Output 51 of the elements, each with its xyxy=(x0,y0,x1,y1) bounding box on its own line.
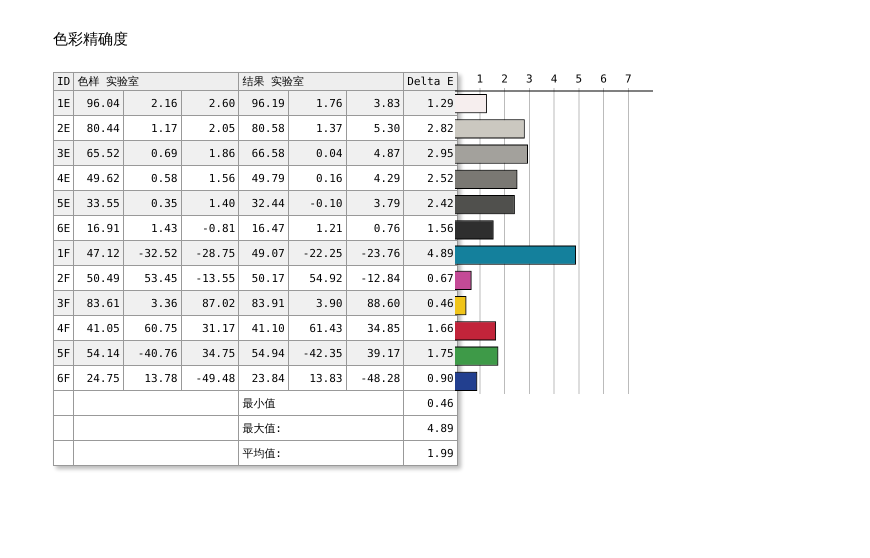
text: 最小值 0.46 xyxy=(242,396,454,410)
y-tick-label: 3F xyxy=(54,290,74,316)
text: 83.61 3.36 87.02 83.91 3.90 88.60 xyxy=(86,296,400,310)
data-label: 2.95 xyxy=(404,140,458,166)
y-tick-label: 1F xyxy=(54,240,74,266)
y-tick-label: 2F xyxy=(54,266,74,290)
data-label: 0.46 xyxy=(404,290,458,316)
data-label: 4.89 xyxy=(404,240,458,266)
data-label: 0.67 xyxy=(404,266,458,290)
y-tick-label: 2E xyxy=(54,116,74,140)
text: 结果 实验室 xyxy=(238,72,404,90)
y-tick-label: 3E xyxy=(54,140,74,166)
text: 平均值: 1.99 xyxy=(242,446,454,460)
y-tick-label: 1E xyxy=(54,90,74,116)
y-tick-label: 5F xyxy=(54,340,74,366)
x-axis-title: Delta E xyxy=(404,72,458,90)
x2-tick-label: 4 xyxy=(550,72,558,86)
text: 24.75 13.78 -49.48 23.84 13.83 -48.28 xyxy=(86,372,400,384)
data-label: 2.52 xyxy=(404,166,458,190)
data-label: 1.29 xyxy=(404,90,458,116)
text: 41.05 60.75 31.17 41.10 61.43 34.85 xyxy=(86,322,400,334)
text: 50.49 53.45 -13.55 50.17 54.92 -12.84 xyxy=(86,272,400,284)
x2-tick-label: 1 xyxy=(476,72,484,86)
text: 80.44 1.17 2.05 80.58 1.37 5.30 xyxy=(86,122,400,134)
text: 色样 实验室 xyxy=(74,72,239,90)
text: 47.12 -32.52 -28.75 49.07 -22.25 -23.76 xyxy=(86,246,400,260)
text: 33.55 0.35 1.40 32.44 -0.10 3.79 xyxy=(86,196,400,210)
text: 最大值: 4.89 xyxy=(242,422,454,434)
x2-tick-label: 5 xyxy=(575,72,582,86)
y-tick-label: 4E xyxy=(54,166,74,190)
x2-tick-label: 6 xyxy=(600,72,607,86)
data-label: 1.56 xyxy=(404,216,458,240)
text: 65.52 0.69 1.86 66.58 0.04 4.87 xyxy=(86,146,400,160)
y-tick-label: 6F xyxy=(54,366,74,390)
data-label: 2.82 xyxy=(404,116,458,140)
x2-tick-label: 7 xyxy=(624,72,632,86)
text: 16.91 1.43 -0.81 16.47 1.21 0.76 xyxy=(86,222,400,234)
text: 49.62 0.58 1.56 49.79 0.16 4.29 xyxy=(86,172,400,184)
data-label: 0.90 xyxy=(404,366,458,390)
text: 96.04 2.16 2.60 96.19 1.76 3.83 xyxy=(86,96,400,110)
data-label: 1.75 xyxy=(404,340,458,366)
data-label: 1.66 xyxy=(404,316,458,340)
x2-tick-label: 2 xyxy=(501,72,508,86)
y-tick-label: 6E xyxy=(54,216,74,240)
y-tick-label: 4F xyxy=(54,316,74,340)
text: 54.14 -40.76 34.75 54.94 -42.35 39.17 xyxy=(86,346,400,360)
y-axis-title: ID xyxy=(54,72,74,90)
x2-tick-label: 3 xyxy=(526,72,533,86)
data-label: 2.42 xyxy=(404,190,458,216)
text: 色彩精确度 xyxy=(53,30,128,49)
y-tick-label: 5E xyxy=(54,190,74,216)
